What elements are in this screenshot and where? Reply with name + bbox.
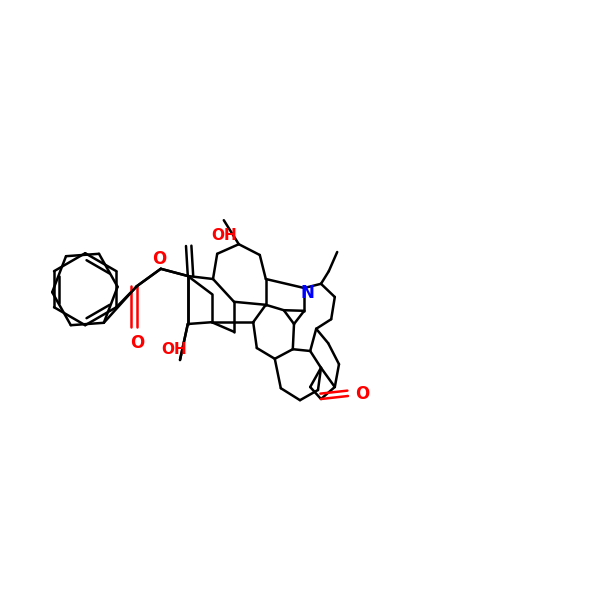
Text: O: O	[130, 334, 144, 352]
Text: N: N	[300, 284, 314, 302]
Text: O: O	[355, 385, 370, 403]
Text: O: O	[152, 250, 166, 268]
Text: OH: OH	[161, 341, 187, 356]
Text: OH: OH	[211, 227, 236, 242]
